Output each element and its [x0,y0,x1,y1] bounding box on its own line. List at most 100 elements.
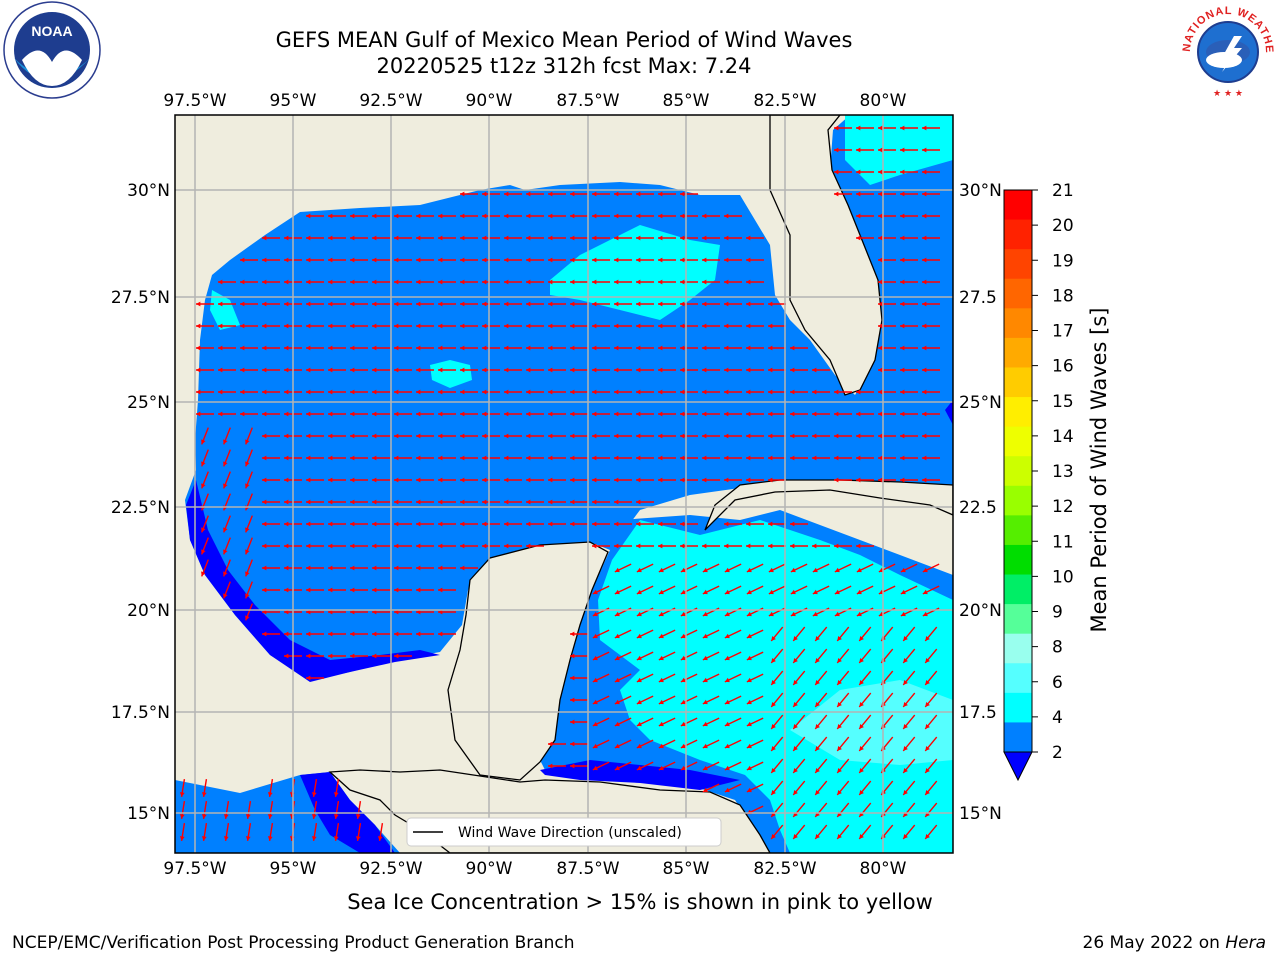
wind-arrow-head [223,461,228,467]
wind-arrow-head [878,389,883,395]
wind-arrow-head [218,389,223,395]
wind-arrow-head [504,411,509,417]
cyan-zone-atlantic [845,115,953,185]
wind-arrow-head [504,543,509,549]
colorbar-tick-label: 11 [1052,532,1074,552]
wind-arrow-head [614,521,619,527]
svg-text:95°W: 95°W [270,91,317,111]
wind-arrow-head [812,389,817,395]
wind-arrow-head [416,235,421,241]
wind-arrow-head [680,567,686,573]
wind-arrow-head [350,323,355,329]
wind-arrow-head [922,191,927,197]
wind-arrow-head [614,213,619,219]
wind-arrow-head [267,814,273,819]
wind-arrow-head [900,367,905,373]
wind-arrow-head [438,411,443,417]
wind-arrow-head [614,345,619,351]
wind-arrow-head [768,345,773,351]
wind-arrow-head [746,543,751,549]
svg-text:15°N: 15°N [959,804,1002,824]
wind-arrow-head [771,834,776,839]
wind-arrow-head [504,367,509,373]
wind-arrow-head [900,213,905,219]
machine-name: Hera [1225,933,1266,953]
wind-arrow-head [438,609,443,615]
wind-arrow-head [815,636,820,641]
wind-arrow-head [592,589,598,595]
wind-arrow-head [394,367,399,373]
wind-arrow-head [460,455,465,461]
wind-arrow-head [504,389,509,395]
wind-arrow-head [372,323,377,329]
wind-arrow-head [658,235,663,241]
colorbar-band [1004,692,1032,723]
wind-arrow-head [284,455,289,461]
wind-arrow-head [570,389,575,395]
wind-arrow-head [614,633,620,639]
wind-arrow-head [284,565,289,571]
wind-arrow-head [592,301,597,307]
wind-arrow-head [702,235,707,241]
wind-arrow-head [878,455,883,461]
wind-arrow-head [328,653,333,659]
wind-arrow-head [350,455,355,461]
wind-arrow-head [350,367,355,373]
wind-arrow-head [878,433,883,439]
wind-arrow-head [834,477,839,483]
figure-title: GEFS MEAN Gulf of Mexico Mean Period of … [275,28,853,52]
wind-arrow-head [900,191,905,197]
wind-arrow-head [702,633,708,639]
wind-arrow-head [746,477,751,483]
wind-arrow-head [636,213,641,219]
wind-arrow-head [614,543,619,549]
wind-arrow-head [856,147,861,153]
wind-arrow-head [438,433,443,439]
wind-arrow-head [834,455,839,461]
wind-arrow-head [859,658,864,663]
wind-arrow-head [240,301,245,307]
wind-arrow-head [438,323,443,329]
wind-arrow-head [925,658,930,663]
wind-arrow-head [922,433,927,439]
wind-arrow-head [900,567,906,573]
wind-arrow-head [856,589,862,595]
wind-arrow-head [526,455,531,461]
wind-arrow-head [245,549,250,555]
wind-arrow-head [416,543,421,549]
wind-arrow-head [328,565,333,571]
wind-arrow-head [614,411,619,417]
svg-text:22.5°N: 22.5°N [111,498,170,518]
wind-arrow-head [614,257,619,263]
wind-arrow-head [812,589,818,595]
wind-arrow-head [570,741,575,747]
wind-arrow-head [394,521,399,527]
wind-arrow-head [815,680,820,685]
wind-arrow-head [878,257,883,263]
wind-arrow-head [284,477,289,483]
wind-arrow-head [196,411,201,417]
wind-arrow-head [859,768,864,773]
wind-arrow-head [702,213,707,219]
wind-arrow-head [614,765,620,771]
yucatan-land [447,541,609,781]
colorbar-band [1004,515,1032,546]
wind-arrow-head [460,433,465,439]
wind-arrow-head [570,477,575,483]
wind-arrow-head [903,834,908,839]
wind-arrow-head [903,746,908,751]
wind-arrow-head [328,323,333,329]
wind-arrow-head [658,367,663,373]
wind-arrow-head [262,323,267,329]
wind-arrow-head [636,765,642,771]
wind-arrow-head [311,792,317,797]
wind-arrow-head [570,675,575,681]
wind-arrow-head [834,543,839,549]
wind-arrow-head [746,611,752,617]
wind-arrow-head [245,483,250,489]
wind-arrow-head [859,834,864,839]
wind-arrow-head [614,567,620,573]
wind-arrow-head [768,543,773,549]
wind-arrow-head [680,611,686,617]
wind-arrow-head [284,653,289,659]
